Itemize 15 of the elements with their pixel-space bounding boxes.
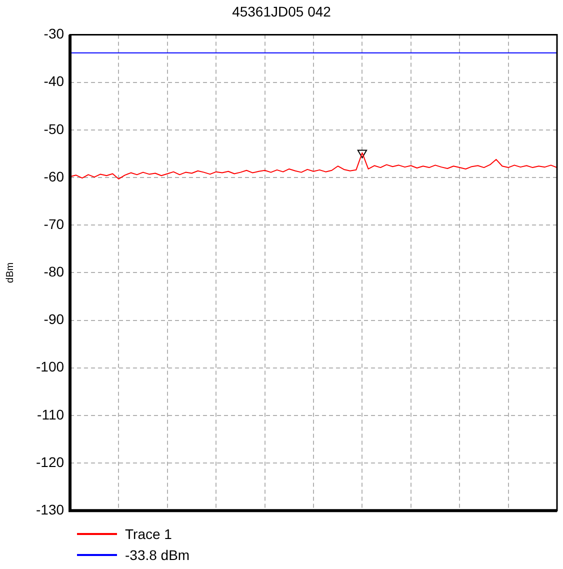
y-tick-label: -80 (44, 264, 64, 280)
y-tick-label: -120 (36, 454, 64, 470)
y-tick-label: -130 (36, 501, 64, 518)
chart-title: 45361JD05 042 (232, 3, 332, 20)
y-tick-label: -30 (44, 26, 64, 42)
y-tick-label: -40 (44, 73, 64, 90)
y-tick-label: -70 (44, 216, 64, 232)
legend-label: -33.8 dBm (125, 546, 190, 562)
y-tick-label: -90 (44, 311, 64, 328)
y-tick-label: -60 (44, 168, 64, 184)
legend-label: Trace 1 (125, 526, 172, 542)
y-tick-label: -50 (44, 120, 64, 137)
y-tick-label: -100 (36, 358, 64, 375)
y-axis-title: dBm (4, 262, 16, 283)
y-tick-label: -110 (37, 406, 64, 422)
